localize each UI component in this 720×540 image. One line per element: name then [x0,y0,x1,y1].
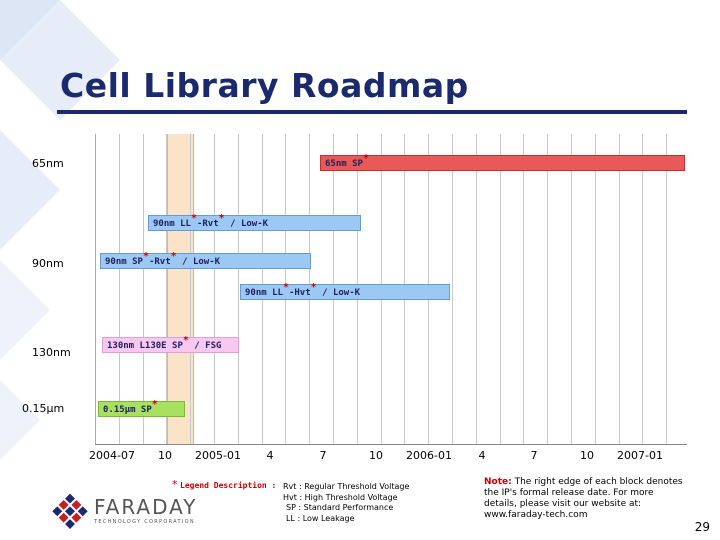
bar-90nm-sp-rvt-label-a: 90nm SP [105,257,143,267]
row-label-65nm: 65nm [32,157,64,170]
release-note: Note: The right edge of each block denot… [484,477,689,521]
x-tick-label: 2004-07 [89,449,135,462]
legend-heading: Legend Description : [180,481,277,490]
legend-item-ll: LL : Low Leakage [286,514,355,523]
x-tick-label: 2007-01 [617,449,663,462]
bar-90nm-ll-rvt-label-a: 90nm LL [153,219,191,229]
bar-65nm-sp-star: * [362,153,369,164]
note-label: Note: [484,477,512,487]
grid-line [214,134,215,444]
bar-90nm-ll-rvt: 90nm LL*-Rvt* / Low-K [148,213,361,231]
x-tick-label: 4 [478,449,486,462]
title-underline [57,110,687,114]
logo-name: FARADAY [94,495,198,519]
logo-mark-icon [52,494,88,529]
bar-130nm-l130e-sp: 130nm L130E SP* / FSG [102,335,239,353]
grid-line [523,134,524,444]
bar-65nm-sp: 65nm SP* [320,153,685,171]
bar-90nm-ll-hvt-label-b: -Hvt [288,288,311,298]
grid-line [619,134,620,444]
bar-90nm-sp-rvt-star-a: * [142,251,149,262]
row-label-90nm: 90nm [32,257,64,270]
bar-90nm-sp-rvt-star-b: * [170,251,177,262]
grid-line [166,134,167,444]
bar-90nm-ll-hvt-star-b: * [310,282,317,293]
x-axis-line [95,444,687,445]
x-tick-label: 10 [580,449,594,462]
row-label-015um: 0.15µm [22,402,65,415]
bar-130nm-star-a: * [182,335,189,346]
x-tick-label: 2006-01 [406,449,452,462]
grid-line [452,134,453,444]
bar-90nm-sp-rvt-label-c: / Low-K [176,257,221,267]
bar-015um-sp-label: 0.15µm SP [103,405,152,415]
legend-item-sp: SP : Standard Performance [286,503,394,512]
x-tick-label: 7 [530,449,538,462]
grid-line [238,134,239,444]
grid-line [500,134,501,444]
grid-line [642,134,643,444]
bar-90nm-ll-hvt: 90nm LL*-Hvt* / Low-K [240,282,450,300]
current-period-highlight [167,134,194,444]
chart-left-border [95,134,96,444]
bar-130nm-label-a: 130nm L130E SP [107,341,183,351]
x-tick-label: 10 [369,449,383,462]
bar-130nm-label-c: / FSG [188,341,222,351]
grid-line [143,134,144,444]
grid-line [547,134,548,444]
bar-90nm-sp-rvt: 90nm SP*-Rvt* / Low-K [100,251,311,269]
legend-star: * [172,478,178,491]
bar-90nm-ll-rvt-star-b: * [218,213,225,224]
row-label-130nm: 130nm [32,346,71,359]
bar-90nm-ll-rvt-label-b: -Rvt [196,219,219,229]
x-tick-label: 10 [158,449,172,462]
bar-015um-sp: 0.15µm SP* [98,399,185,417]
bar-90nm-ll-rvt-label-c: / Low-K [224,219,269,229]
x-tick-label: 4 [266,449,274,462]
page-title: Cell Library Roadmap [60,66,469,105]
legend-item-rvt: Rvt : Regular Threshold Voltage [283,482,410,491]
bar-90nm-ll-hvt-star-a: * [282,282,289,293]
grid-line [571,134,572,444]
grid-line [190,134,191,444]
grid-line [666,134,667,444]
faraday-logo: FARADAY TECHNOLOGY CORPORATION [52,494,196,530]
note-text: The right edge of each block denotes the… [484,477,683,509]
legend-item-hvt: Hvt : High Threshold Voltage [283,493,398,502]
logo-tagline: TECHNOLOGY CORPORATION [94,519,195,525]
grid-line [476,134,477,444]
x-tick-label: 7 [319,449,327,462]
website-link[interactable]: www.faraday-tech.com [484,510,588,520]
grid-line [119,134,120,444]
page-number: 29 [694,520,710,534]
legend: * Legend Description : [172,478,276,491]
bar-90nm-sp-rvt-label-b: -Rvt [148,257,171,267]
grid-line [595,134,596,444]
bar-90nm-ll-rvt-star-a: * [190,213,197,224]
bar-90nm-ll-hvt-label-a: 90nm LL [245,288,283,298]
bar-015um-sp-star: * [151,399,158,410]
x-tick-label: 2005-01 [195,449,241,462]
bar-65nm-sp-label: 65nm SP [325,159,363,169]
bar-90nm-ll-hvt-label-c: / Low-K [316,288,361,298]
